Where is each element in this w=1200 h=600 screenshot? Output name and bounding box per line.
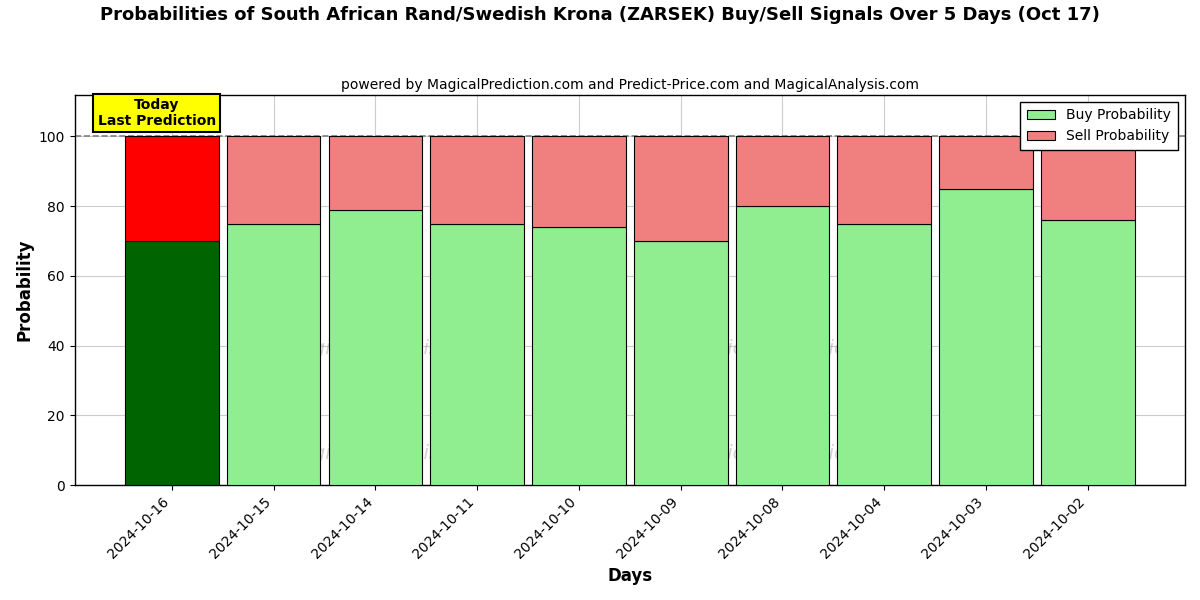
Text: MagicalAnalysis.com: MagicalAnalysis.com (284, 445, 487, 463)
Bar (431, 224, 524, 485)
Bar (736, 206, 829, 485)
Y-axis label: Probability: Probability (16, 239, 34, 341)
Bar (227, 224, 320, 485)
Text: MagicalAnalysis.com: MagicalAnalysis.com (284, 339, 487, 358)
Text: MagicalPrediction.com: MagicalPrediction.com (686, 339, 906, 358)
Legend: Buy Probability, Sell Probability: Buy Probability, Sell Probability (1020, 101, 1178, 151)
Bar (838, 136, 931, 224)
Bar (940, 136, 1033, 189)
Bar (431, 136, 524, 224)
Bar (736, 136, 829, 206)
Bar (634, 241, 727, 485)
Bar (1040, 220, 1134, 485)
Title: powered by MagicalPrediction.com and Predict-Price.com and MagicalAnalysis.com: powered by MagicalPrediction.com and Pre… (341, 78, 919, 92)
Bar (125, 136, 218, 241)
Bar (329, 136, 422, 209)
X-axis label: Days: Days (607, 567, 653, 585)
Bar (227, 136, 320, 224)
Bar (940, 189, 1033, 485)
Bar (125, 241, 218, 485)
Bar (532, 227, 625, 485)
Bar (634, 136, 727, 241)
Bar (838, 224, 931, 485)
Bar (329, 209, 422, 485)
Bar (1040, 136, 1134, 220)
Bar (532, 136, 625, 227)
Text: Probabilities of South African Rand/Swedish Krona (ZARSEK) Buy/Sell Signals Over: Probabilities of South African Rand/Swed… (100, 6, 1100, 24)
Text: Today
Last Prediction: Today Last Prediction (97, 98, 216, 128)
Text: MagicalPrediction.com: MagicalPrediction.com (686, 445, 906, 463)
